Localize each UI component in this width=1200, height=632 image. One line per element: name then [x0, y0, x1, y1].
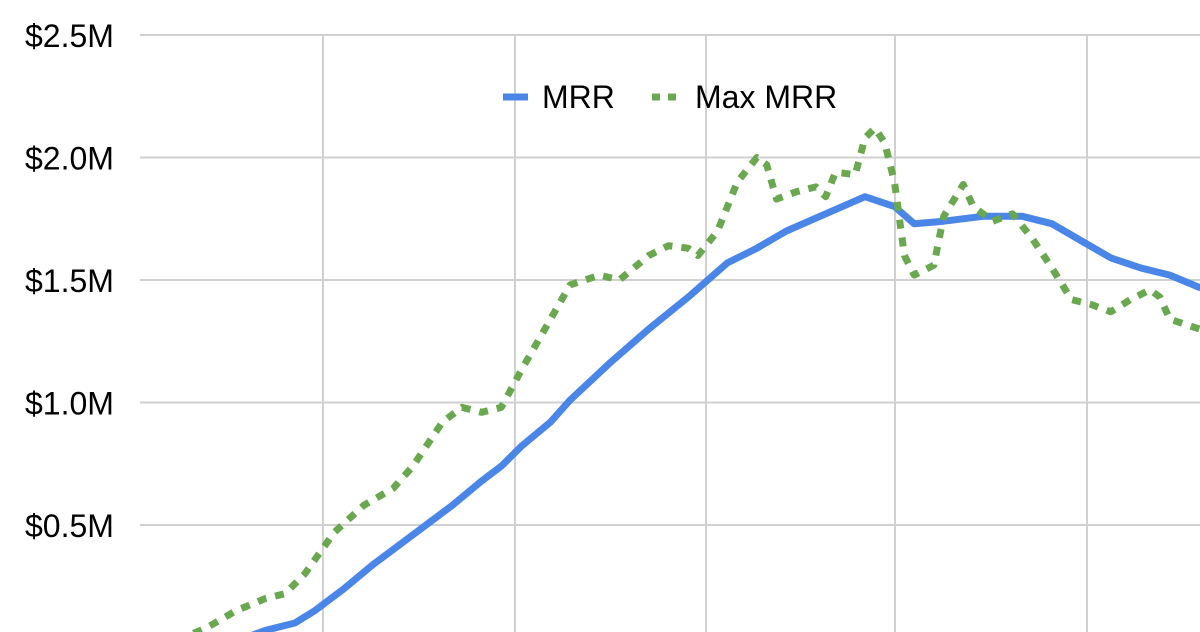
legend-label: Max MRR: [695, 79, 837, 115]
y-axis-tick-labels: $2.5M $2.0M $1.5M $1.0M $0.5M: [25, 18, 114, 544]
series-line-mrr: [251, 193, 1200, 632]
legend-label: MRR: [542, 79, 615, 115]
y-tick-label: $1.5M: [25, 263, 114, 299]
y-tick-label: $1.0M: [25, 386, 114, 422]
series-lines: [187, 124, 1200, 632]
gridlines: [140, 34, 1200, 632]
series-line-max-mrr: [187, 124, 1200, 632]
y-tick-label: $2.0M: [25, 141, 114, 177]
y-tick-label: $0.5M: [25, 508, 114, 544]
legend: MRR Max MRR: [503, 79, 837, 115]
y-tick-label: $2.5M: [25, 18, 114, 54]
